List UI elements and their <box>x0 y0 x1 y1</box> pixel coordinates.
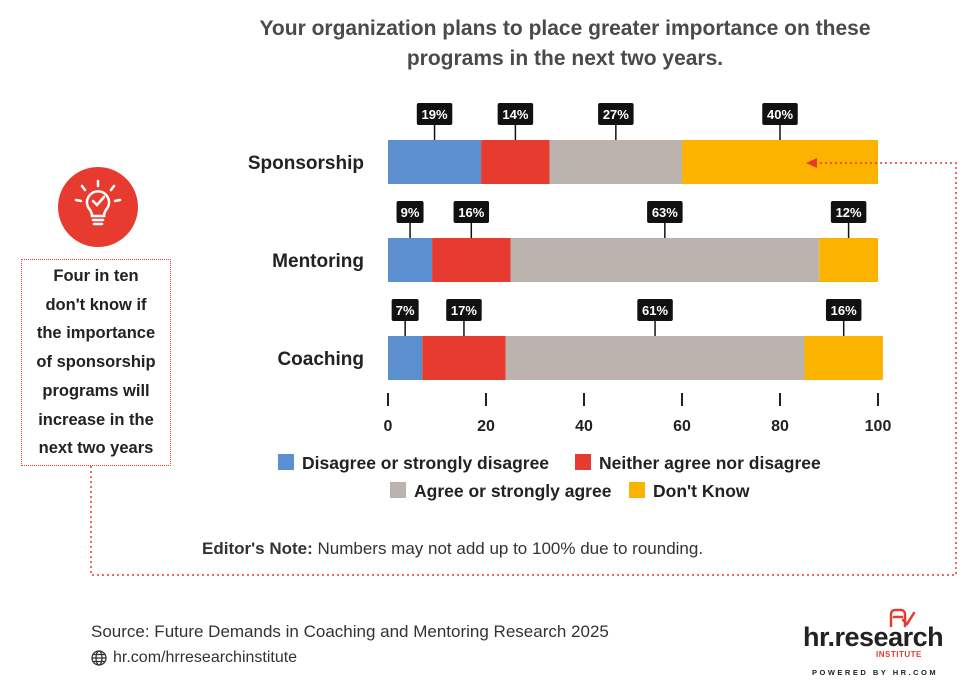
callout-line: the importance <box>36 324 156 343</box>
website: hr.com/hrresearchinstitute <box>91 649 297 667</box>
category-label: Sponsorship <box>248 153 364 174</box>
x-tick-label: 20 <box>477 418 495 435</box>
data-label: 16% <box>831 303 857 318</box>
callout-line: programs will <box>42 381 150 400</box>
data-label-box <box>416 103 453 125</box>
chart-title: Your organization plans to place greater… <box>259 17 871 70</box>
x-tick-label: 100 <box>865 418 892 435</box>
legend-swatch <box>278 454 294 470</box>
source-text: Source: Future Demands in Coaching and M… <box>91 622 609 641</box>
data-label: 17% <box>451 303 477 318</box>
category-label: Mentoring <box>272 251 364 272</box>
data-label: 19% <box>422 107 448 122</box>
legend-label: Don't Know <box>653 481 750 501</box>
data-label-box <box>762 103 798 125</box>
bar-segment <box>819 238 878 282</box>
data-label: 63% <box>652 205 678 220</box>
data-label: 14% <box>502 107 528 122</box>
data-label-box <box>830 201 867 223</box>
callout-arrowhead <box>806 158 817 168</box>
legend-swatch <box>575 454 591 470</box>
data-label-box <box>497 103 534 125</box>
callout-line: Four in ten <box>53 267 139 286</box>
data-label: 12% <box>836 205 862 220</box>
callout-line: don't know if <box>45 295 147 314</box>
legend-label: Neither agree nor disagree <box>599 453 821 473</box>
globe-icon <box>91 650 107 666</box>
data-label-box <box>391 299 419 321</box>
data-label-box <box>637 299 673 321</box>
data-label-box <box>453 201 490 223</box>
data-label: 9% <box>401 205 420 220</box>
data-label: 16% <box>458 205 484 220</box>
lightbulb-check-icon <box>58 167 138 247</box>
bar-segment <box>432 238 511 282</box>
bar-segment <box>481 140 550 184</box>
data-label-box <box>396 201 424 223</box>
bar-segment <box>505 336 805 380</box>
bar-segment <box>388 336 423 380</box>
editors-note-text: Numbers may not add up to 100% due to ro… <box>312 539 704 558</box>
bar-segment <box>804 336 883 380</box>
logo-subtitle: INSTITUTE <box>876 650 922 659</box>
logo-powered-by: POWERED BY HR.COM <box>812 668 939 677</box>
data-label: 40% <box>767 107 793 122</box>
data-label: 7% <box>396 303 415 318</box>
legend-label: Disagree or strongly disagree <box>302 453 549 473</box>
website-url: hr.com/hrresearchinstitute <box>113 649 298 666</box>
callout-line: increase in the <box>38 410 154 429</box>
data-label-box <box>825 299 862 321</box>
data-label-box <box>446 299 482 321</box>
bar-segment <box>422 336 506 380</box>
callout-line: of sponsorship <box>36 353 156 372</box>
data-label: 27% <box>603 107 629 122</box>
x-tick-label: 40 <box>575 418 593 435</box>
legend-swatch <box>629 482 645 498</box>
data-label: 61% <box>642 303 668 318</box>
editors-note: Editor's Note: Numbers may not add up to… <box>202 539 703 559</box>
bar-segment <box>510 238 820 282</box>
bar-segment <box>549 140 682 184</box>
callout-line: next two years <box>38 439 154 458</box>
x-tick-label: 80 <box>771 418 789 435</box>
callout-box: Four in ten don't know if the importance… <box>21 259 171 466</box>
category-label: Coaching <box>277 349 364 370</box>
x-tick-label: 0 <box>384 418 393 435</box>
bar-segment <box>682 140 878 184</box>
data-label-box <box>647 201 683 223</box>
x-tick-label: 60 <box>673 418 691 435</box>
editors-note-label: Editor's Note: <box>202 539 313 558</box>
bar-segment <box>388 238 433 282</box>
legend-label: Agree or strongly agree <box>414 481 612 501</box>
clipboard-check-icon <box>889 608 916 628</box>
legend-swatch <box>390 482 406 498</box>
bar-segment <box>388 140 482 184</box>
logo-wordmark: hr.research <box>803 622 944 652</box>
data-label-box <box>598 103 634 125</box>
hr-research-logo: hr.research INSTITUTE POWERED BY HR.COM <box>800 608 950 683</box>
